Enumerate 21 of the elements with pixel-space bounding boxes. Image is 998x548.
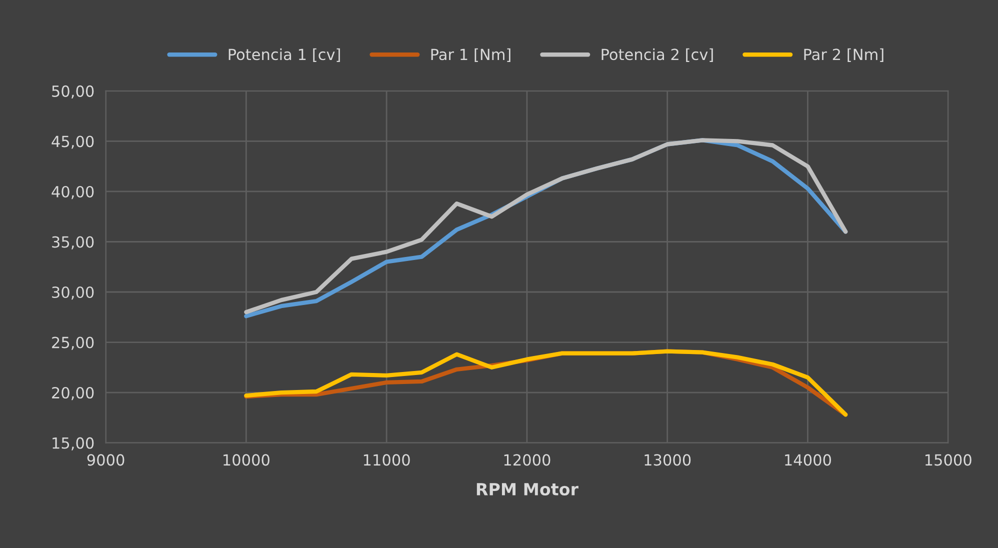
line-series bbox=[244, 349, 848, 417]
legend-label: Potencia 1 [cv] bbox=[228, 48, 340, 62]
y-tick-label: 30,00 bbox=[52, 286, 94, 300]
x-tick-label: 10000 bbox=[224, 454, 270, 466]
y-tick-label: 45,00 bbox=[52, 136, 94, 149]
y-tick-label: 15,00 bbox=[52, 437, 94, 450]
x-axis-title: RPM Motor bbox=[476, 483, 578, 496]
y-tick-label: 35,00 bbox=[52, 236, 94, 250]
legend-label: Potencia 2 [cv] bbox=[602, 48, 713, 62]
legend-label: Par 1 [Nm] bbox=[431, 48, 510, 62]
legend-label: Par 2 [Nm] bbox=[804, 48, 884, 62]
x-tick-label: 13000 bbox=[644, 454, 691, 466]
x-tick-label: 11000 bbox=[364, 454, 410, 466]
y-tick-label: 50,00 bbox=[52, 85, 94, 99]
y-tick-label: 40,00 bbox=[52, 186, 94, 200]
x-tick-label: 14000 bbox=[785, 454, 831, 466]
x-tick-label: 12000 bbox=[504, 454, 550, 466]
x-tick-label: 15000 bbox=[925, 454, 972, 466]
y-tick-label: 20,00 bbox=[52, 386, 94, 400]
x-tick-label: 9000 bbox=[87, 454, 124, 466]
y-tick-label: 25,00 bbox=[52, 336, 94, 350]
